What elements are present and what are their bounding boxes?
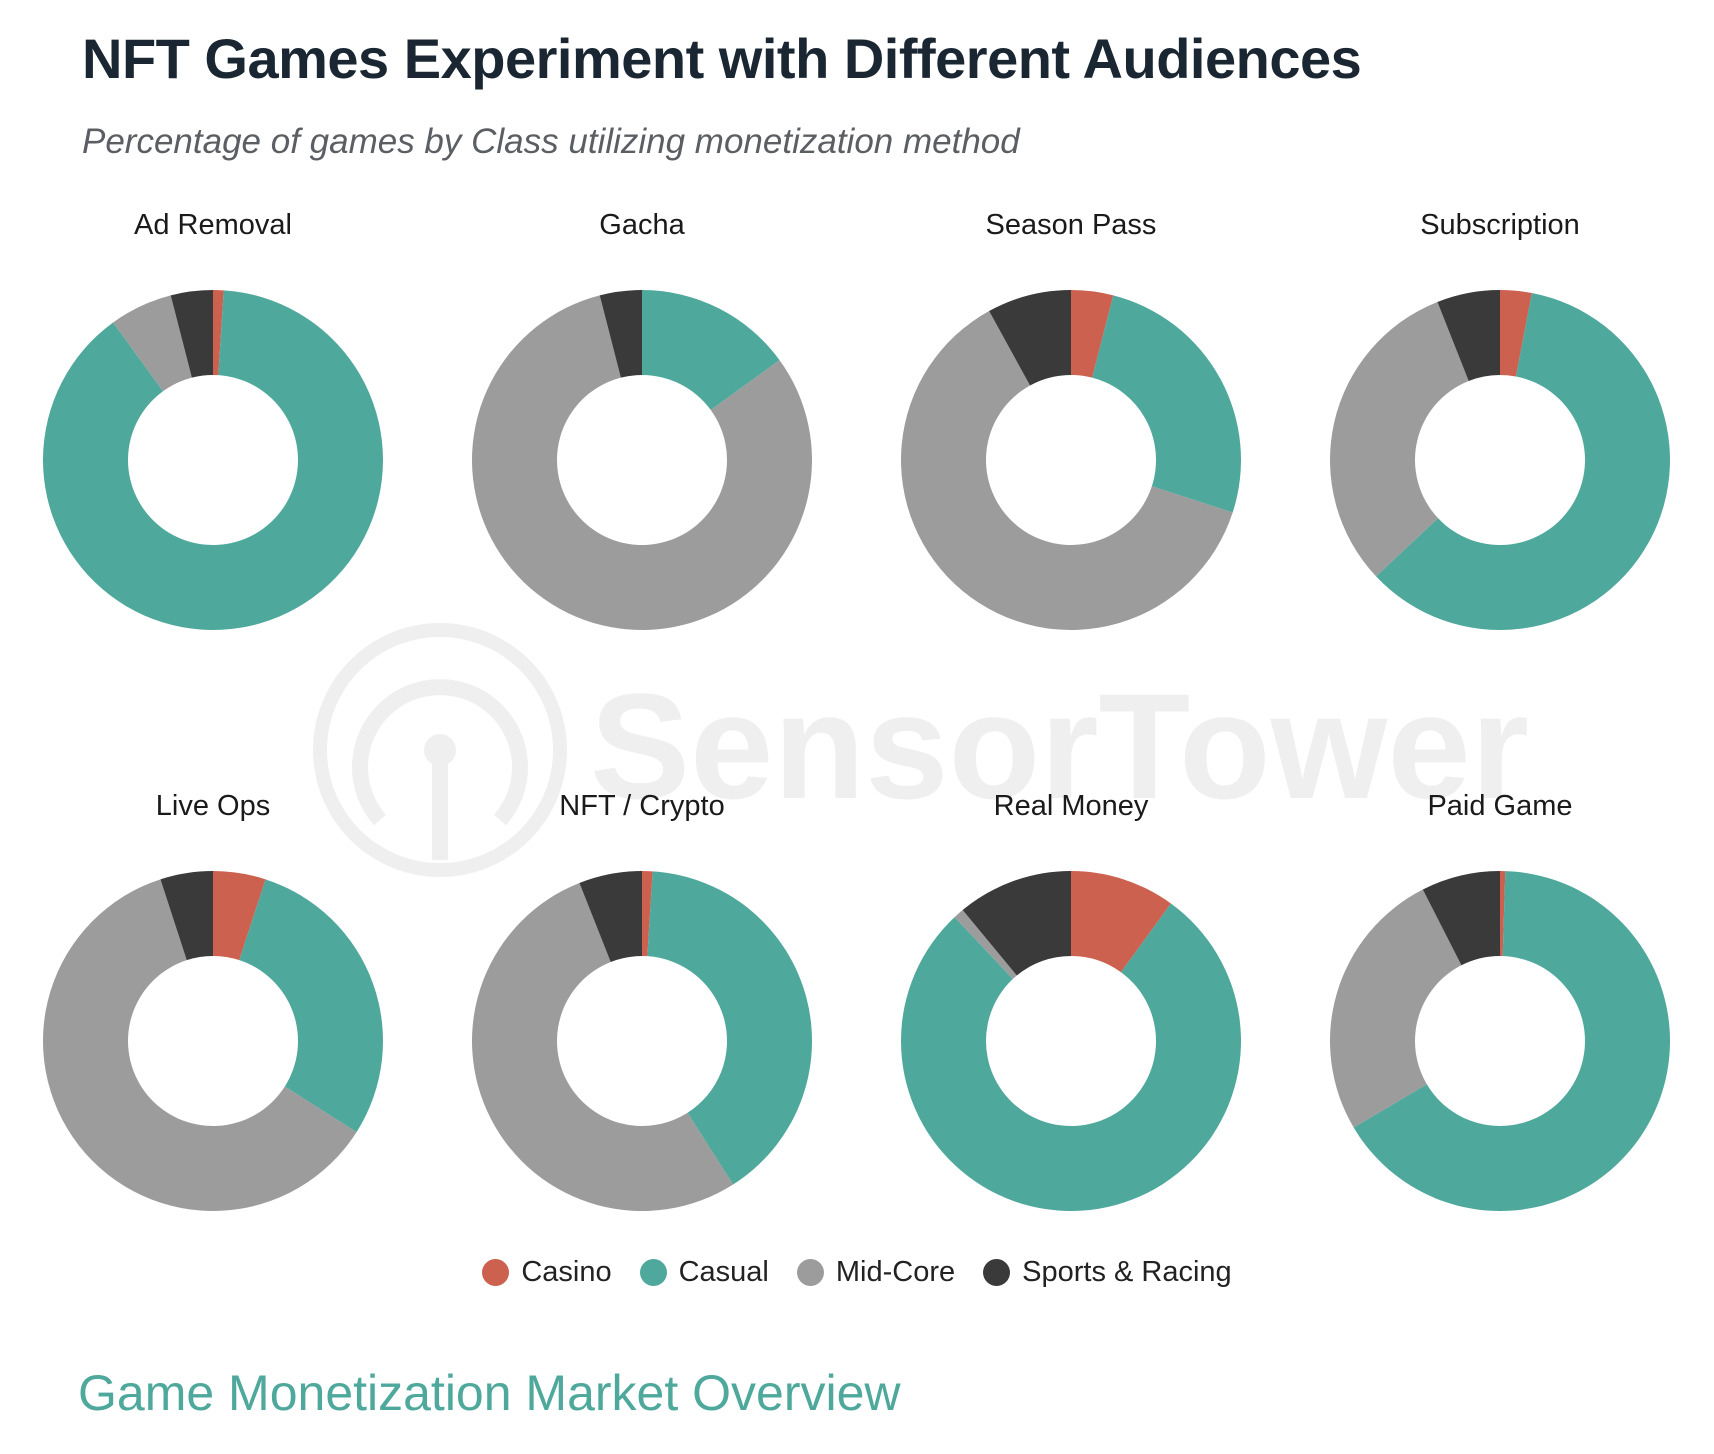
- donut-title: Real Money: [994, 790, 1149, 822]
- slice-mid-core: [1329, 301, 1469, 577]
- slice-mid-core: [954, 910, 1017, 980]
- legend-swatch: [482, 1259, 510, 1286]
- legend-label: Mid-Core: [835, 1256, 956, 1288]
- slice-sports-racing: [962, 871, 1071, 976]
- slice-casual: [1376, 293, 1670, 630]
- slice-casino: [213, 290, 224, 376]
- slice-casual: [901, 903, 1241, 1211]
- donut-title: NFT / Crypto: [559, 790, 724, 822]
- donut-title: Subscription: [1420, 209, 1580, 241]
- slice-casual: [1092, 295, 1241, 513]
- slice-sports-racing: [170, 290, 213, 378]
- slice-sports-racing: [1437, 290, 1500, 381]
- slice-sports-racing: [1422, 871, 1500, 966]
- slice-mid-core: [472, 882, 734, 1211]
- slice-sports-racing: [599, 290, 642, 378]
- slice-casual: [43, 290, 384, 630]
- slice-casino: [642, 871, 653, 957]
- chart-subtitle: Percentage of games by Class utilizing m…: [82, 122, 1020, 161]
- donut-title: Season Pass: [986, 209, 1157, 241]
- footer-heading: Game Monetization Market Overview: [78, 1365, 901, 1421]
- slice-casino: [1071, 290, 1114, 378]
- slice-mid-core: [113, 295, 192, 392]
- slice-casual: [239, 879, 384, 1133]
- slice-sports-racing: [160, 871, 213, 961]
- legend-item-mid-core: Mid-Core: [796, 1256, 956, 1289]
- legend-item-casual: Casual: [639, 1256, 769, 1289]
- donut-season-pass: Season Pass: [900, 209, 1241, 631]
- donut-gacha: Gacha: [472, 209, 813, 631]
- legend-label: Casino: [521, 1256, 612, 1288]
- legend-item-casino: Casino: [482, 1256, 612, 1289]
- donut-title: Live Ops: [156, 790, 270, 822]
- chart-legend: Casino Casual Mid-Core Sports & Racing: [0, 1256, 1714, 1289]
- legend-swatch: [639, 1259, 667, 1286]
- donut-live-ops: Live Ops: [43, 790, 384, 1211]
- donut-nft-crypto: NFT / Crypto: [472, 790, 813, 1211]
- slice-mid-core: [1329, 889, 1462, 1128]
- slice-casino: [213, 871, 266, 961]
- slice-mid-core: [900, 311, 1233, 631]
- slice-casual: [647, 871, 813, 1185]
- donut-title: Paid Game: [1427, 790, 1572, 822]
- watermark-text: SensorTower: [590, 662, 1530, 830]
- slice-mid-core: [472, 295, 813, 631]
- chart-title: NFT Games Experiment with Different Audi…: [82, 27, 1362, 90]
- slice-casual: [642, 290, 780, 411]
- donut-paid-game: Paid Game: [1329, 790, 1670, 1211]
- slice-sports-racing: [989, 290, 1071, 386]
- legend-swatch: [983, 1259, 1011, 1286]
- donut-title: Ad Removal: [134, 209, 292, 241]
- watermark-logo: SensorTower: [310, 620, 1529, 880]
- slice-casino: [1500, 871, 1506, 957]
- slice-casino: [1500, 290, 1532, 377]
- donut-real-money: Real Money: [901, 790, 1241, 1211]
- tower-icon: [313, 623, 567, 877]
- legend-label: Casual: [678, 1256, 769, 1288]
- donut-subscription: Subscription: [1329, 209, 1670, 630]
- legend-swatch: [796, 1259, 824, 1286]
- slice-casual: [1353, 871, 1670, 1211]
- legend-label: Sports & Racing: [1022, 1256, 1232, 1288]
- legend-item-sports-racing: Sports & Racing: [983, 1256, 1232, 1289]
- slice-sports-racing: [579, 871, 642, 962]
- slice-casino: [1071, 871, 1171, 973]
- donut-ad-removal: Ad Removal: [43, 209, 384, 630]
- slice-mid-core: [43, 879, 357, 1211]
- donut-title: Gacha: [599, 209, 685, 241]
